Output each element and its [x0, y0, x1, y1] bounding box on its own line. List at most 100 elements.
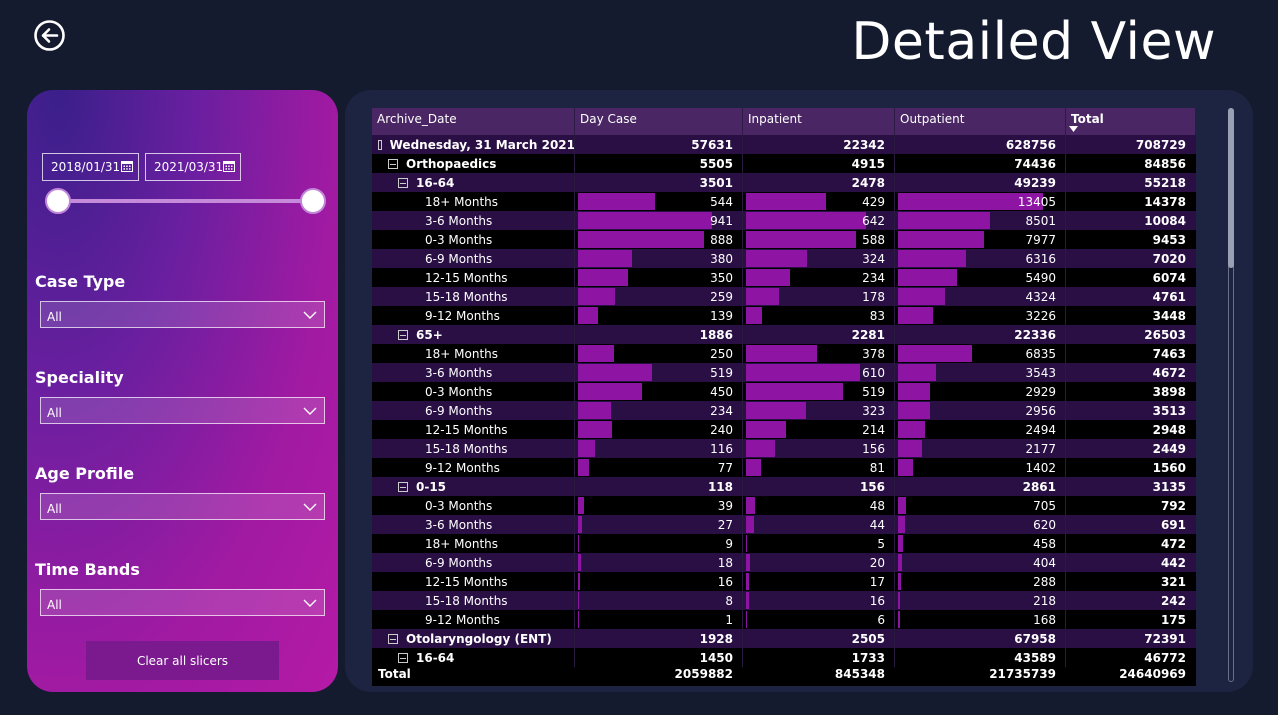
data-bar — [578, 554, 581, 571]
row-label: 9-12 Months — [425, 460, 500, 475]
collapse-icon[interactable] — [388, 158, 398, 169]
matrix-row[interactable]: 0-3 Months 888 588 7977 9453 — [372, 230, 1196, 249]
data-bar — [746, 269, 790, 286]
chevron-down-icon — [303, 311, 317, 319]
matrix-row[interactable]: 3-6 Months 519 610 3543 4672 — [372, 363, 1196, 382]
cell-value: 7020 — [1152, 251, 1186, 266]
matrix-row[interactable]: 0-3 Months 39 48 705 792 — [372, 496, 1196, 515]
date-range-track[interactable] — [59, 199, 314, 203]
matrix-row[interactable]: 65+ 1886 2281 22336 26503 — [372, 325, 1196, 344]
matrix-row[interactable]: 15-18 Months 259 178 4324 4761 — [372, 287, 1196, 306]
cell-total: 1560 — [1066, 458, 1196, 477]
matrix-row[interactable]: 18+ Months 9 5 458 472 — [372, 534, 1196, 553]
matrix-row[interactable]: 9-12 Months 1 6 168 175 — [372, 610, 1196, 629]
date-range-start-handle[interactable] — [45, 188, 71, 214]
speciality-dropdown[interactable]: All — [40, 397, 325, 424]
matrix-row[interactable]: 16-64 1450 1733 43589 46772 — [372, 648, 1196, 667]
cell-value: 519 — [710, 365, 733, 380]
cell-day-case: 77 — [575, 458, 743, 477]
matrix-row[interactable]: 12-15 Months 240 214 2494 2948 — [372, 420, 1196, 439]
matrix-row[interactable]: 3-6 Months 941 642 8501 10084 — [372, 211, 1196, 230]
cell-inpatient: 323 — [743, 401, 895, 420]
data-bar — [746, 402, 807, 419]
cell-day-case: 116 — [575, 439, 743, 458]
collapse-icon[interactable] — [398, 652, 408, 663]
matrix-row[interactable]: 18+ Months 544 429 13405 14378 — [372, 192, 1196, 211]
cell-value: 792 — [1160, 498, 1186, 513]
matrix-row[interactable]: 0-3 Months 450 519 2929 3898 — [372, 382, 1196, 401]
cell-outpatient: 4324 — [895, 287, 1066, 306]
cell-total: 2449 — [1066, 439, 1196, 458]
matrix-row[interactable]: 16-64 3501 2478 49239 55218 — [372, 173, 1196, 192]
cell-inpatient: 81 — [743, 458, 895, 477]
matrix-row[interactable]: 6-9 Months 234 323 2956 3513 — [372, 401, 1196, 420]
data-bar — [746, 516, 755, 533]
time-bands-dropdown[interactable]: All — [40, 589, 325, 616]
column-header-total[interactable]: Total — [1066, 108, 1196, 135]
date-start-input[interactable]: 2018/01/31 — [42, 153, 139, 181]
cell-value: 429 — [862, 194, 885, 209]
cell-inpatient: 324 — [743, 249, 895, 268]
cell-value: 3226 — [1025, 308, 1056, 323]
cell-value: 4672 — [1152, 365, 1186, 380]
cell-inpatient: 20 — [743, 553, 895, 572]
matrix-row[interactable]: Otolaryngology (ENT) 1928 2505 67958 72391 — [372, 629, 1196, 648]
cell-inpatient: 44 — [743, 515, 895, 534]
row-label: 6-9 Months — [425, 251, 493, 266]
collapse-icon[interactable] — [398, 329, 408, 340]
date-range-end-handle[interactable] — [300, 188, 326, 214]
data-bar — [578, 288, 615, 305]
matrix-row[interactable]: 6-9 Months 18 20 404 442 — [372, 553, 1196, 572]
cell-value: 20 — [869, 555, 885, 570]
cell-value: 2478 — [851, 175, 885, 190]
cell-total: 3135 — [1066, 477, 1196, 496]
matrix-row[interactable]: 15-18 Months 116 156 2177 2449 — [372, 439, 1196, 458]
clear-all-slicers-button[interactable]: Clear all slicers — [86, 641, 279, 680]
matrix-row[interactable]: 15-18 Months 8 16 218 242 — [372, 591, 1196, 610]
data-bar — [578, 592, 580, 609]
row-label: 3-6 Months — [425, 213, 493, 228]
row-label: 12-15 Months — [425, 270, 508, 285]
column-header-inpatient[interactable]: Inpatient — [743, 108, 895, 135]
cell-outpatient: 6316 — [895, 249, 1066, 268]
case-type-dropdown[interactable]: All — [40, 301, 325, 328]
collapse-icon[interactable] — [398, 481, 408, 492]
data-bar — [898, 535, 903, 552]
scrollbar-thumb[interactable] — [1228, 108, 1234, 268]
row-label: 3-6 Months — [425, 365, 493, 380]
matrix-row[interactable]: 9-12 Months 77 81 1402 1560 — [372, 458, 1196, 477]
collapse-icon[interactable] — [388, 633, 398, 644]
cell-value: 49239 — [1014, 175, 1056, 190]
cell-value: 10084 — [1144, 213, 1186, 228]
matrix-row[interactable]: 9-12 Months 139 83 3226 3448 — [372, 306, 1196, 325]
collapse-icon[interactable] — [398, 177, 408, 188]
matrix-row[interactable]: 3-6 Months 27 44 620 691 — [372, 515, 1196, 534]
matrix-row[interactable]: 0-15 118 156 2861 3135 — [372, 477, 1196, 496]
cell-day-case: 8 — [575, 591, 743, 610]
column-header-total-label: Total — [1071, 112, 1104, 126]
matrix-row[interactable]: 6-9 Months 380 324 6316 7020 — [372, 249, 1196, 268]
cell-value: 6074 — [1152, 270, 1186, 285]
collapse-icon[interactable] — [378, 139, 382, 150]
matrix-row[interactable]: 12-15 Months 16 17 288 321 — [372, 572, 1196, 591]
column-header-day-case[interactable]: Day Case — [575, 108, 743, 135]
age-profile-dropdown[interactable]: All — [40, 493, 325, 520]
cell-total: 4672 — [1066, 363, 1196, 382]
matrix-row[interactable]: Orthopaedics 5505 4915 74436 84856 — [372, 154, 1196, 173]
cell-day-case: 544 — [575, 192, 743, 211]
data-bar — [746, 573, 750, 590]
matrix-row[interactable]: 18+ Months 250 378 6835 7463 — [372, 344, 1196, 363]
row-label: 15-18 Months — [425, 441, 508, 456]
cell-value: 118 — [707, 479, 733, 494]
row-label: 12-15 Months — [425, 422, 508, 437]
column-header-archive-date[interactable]: Archive_Date — [372, 108, 575, 135]
data-bar — [578, 383, 643, 400]
date-end-input[interactable]: 2021/03/31 — [145, 153, 241, 181]
matrix-row[interactable]: Wednesday, 31 March 2021 57631 22342 628756… — [372, 135, 1196, 154]
cell-day-case: 259 — [575, 287, 743, 306]
data-bar — [746, 307, 762, 324]
back-button[interactable] — [33, 19, 66, 52]
column-header-outpatient[interactable]: Outpatient — [895, 108, 1066, 135]
data-bar — [898, 516, 905, 533]
matrix-row[interactable]: 12-15 Months 350 234 5490 6074 — [372, 268, 1196, 287]
